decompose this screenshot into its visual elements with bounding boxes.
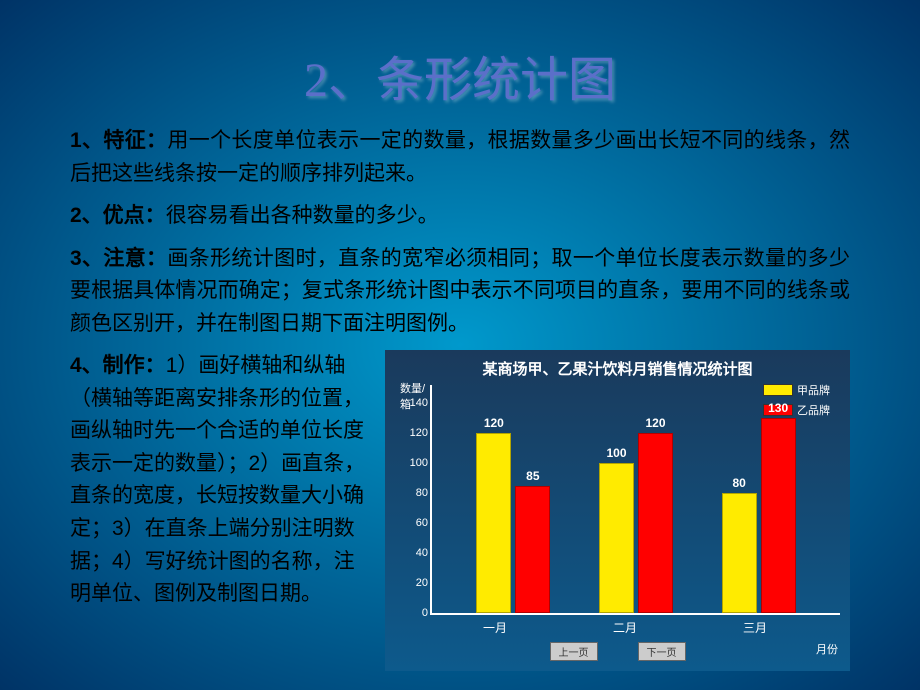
page-buttons: 上一页 下一页	[395, 642, 840, 661]
bar-value-label: 130	[768, 401, 788, 415]
paragraph-advantages: 2、优点：很容易看出各种数量的多少。	[70, 200, 850, 233]
para2-body: 很容易看出各种数量的多少。	[166, 204, 439, 227]
bar: 120	[638, 433, 673, 613]
slide-title: 2、条形统计图	[70, 40, 850, 110]
para4-body: 1）画好横轴和纵轴（横轴等距离安排条形的位置，画纵轴时先一个合适的单位长度表示一…	[70, 354, 365, 605]
para1-lead: 1、特征：	[70, 129, 167, 152]
bar: 85	[515, 486, 550, 614]
y-tick: 140	[410, 397, 428, 409]
y-axis: 数量/箱 020406080100120140	[395, 385, 430, 615]
month-group: 100120	[599, 433, 673, 613]
month-group: 80130	[722, 418, 796, 613]
y-tick: 100	[410, 457, 428, 469]
para2-lead: 2、优点：	[70, 204, 166, 227]
bar-value-label: 80	[732, 476, 745, 490]
para3-body: 画条形统计图时，直条的宽窄必须相同；取一个单位长度表示数量的多少要根据具体情况而…	[70, 247, 850, 335]
y-tick: 20	[416, 577, 428, 589]
chart-plot-area: 数量/箱 020406080100120140 1208510012080130	[395, 385, 840, 615]
x-tick-label: 二月	[613, 619, 637, 636]
y-tick: 0	[422, 607, 428, 619]
bar: 80	[722, 493, 757, 613]
y-tick: 80	[416, 487, 428, 499]
bar: 130	[761, 418, 796, 613]
y-tick: 120	[410, 427, 428, 439]
bar-value-label: 85	[526, 469, 539, 483]
x-axis-label: 月份	[816, 641, 838, 657]
plot: 1208510012080130	[430, 385, 840, 615]
lower-section: 4、制作：1）画好横轴和纵轴（横轴等距离安排条形的位置，画纵轴时先一个合适的单位…	[70, 350, 850, 671]
prev-button[interactable]: 上一页	[550, 642, 598, 661]
para1-body: 用一个长度单位表示一定的数量，根据数量多少画出长短不同的线条，然后把这些线条按一…	[70, 129, 850, 185]
x-axis-labels: 一月 二月 三月	[395, 615, 840, 636]
bar: 100	[599, 463, 634, 613]
para4-lead: 4、制作：	[70, 354, 166, 377]
para3-lead: 3、注意：	[70, 247, 167, 270]
paragraph-production: 4、制作：1）画好横轴和纵轴（横轴等距离安排条形的位置，画纵轴时先一个合适的单位…	[70, 350, 370, 671]
x-tick-label: 一月	[483, 619, 507, 636]
x-tick-label: 三月	[743, 619, 767, 636]
month-group: 12085	[476, 433, 550, 613]
bar: 120	[476, 433, 511, 613]
next-button[interactable]: 下一页	[638, 642, 686, 661]
paragraph-features: 1、特征：用一个长度单位表示一定的数量，根据数量多少画出长短不同的线条，然后把这…	[70, 125, 850, 190]
y-tick: 60	[416, 517, 428, 529]
y-tick: 40	[416, 547, 428, 559]
chart-title: 某商场甲、乙果汁饮料月销售情况统计图	[395, 358, 840, 379]
bar-value-label: 120	[484, 416, 504, 430]
paragraph-notice: 3、注意：画条形统计图时，直条的宽窄必须相同；取一个单位长度表示数量的多少要根据…	[70, 243, 850, 341]
bar-value-label: 120	[645, 416, 665, 430]
bar-chart: 某商场甲、乙果汁饮料月销售情况统计图 甲品牌乙品牌 数量/箱 020406080…	[385, 350, 850, 671]
bars-container: 1208510012080130	[432, 385, 840, 613]
bar-value-label: 100	[606, 446, 626, 460]
